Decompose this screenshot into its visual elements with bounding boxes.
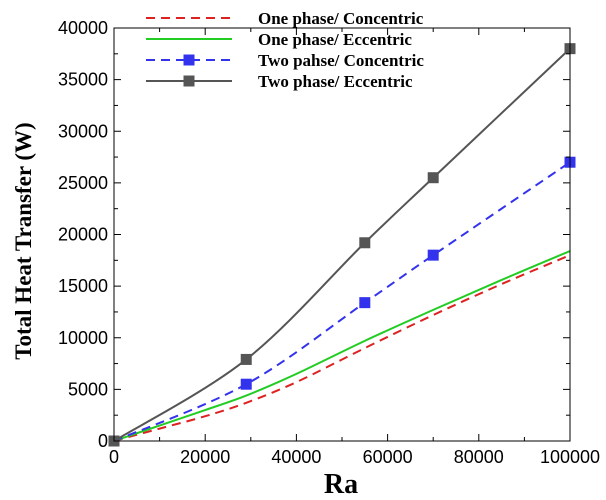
legend-label-3: Two pahse/ Concentric	[258, 51, 424, 70]
x-tick-label: 40000	[271, 447, 321, 467]
plot-lines	[108, 43, 576, 447]
legend-label-2: One phase/ Eccentric	[258, 30, 412, 49]
y-tick-label: 40000	[58, 18, 108, 38]
y-tick-label: 15000	[58, 276, 108, 296]
series-3-point	[427, 249, 439, 261]
x-axis-title: Ra	[324, 469, 358, 500]
series-4-point	[359, 237, 371, 249]
legend-marker-3	[183, 54, 195, 66]
x-tick-label: 80000	[454, 447, 504, 467]
x-tick-label: 20000	[180, 447, 230, 467]
y-tick-label: 20000	[58, 225, 108, 245]
series-line-3	[113, 161, 571, 442]
legend-label-4: Two phase/ Eccentric	[258, 72, 413, 91]
series-3-point	[359, 297, 371, 309]
y-axis-title: Total Heat Transfer (W)	[11, 122, 36, 359]
y-tick-label: 25000	[58, 173, 108, 193]
y-tick-label: 30000	[58, 121, 108, 141]
series-3-point	[240, 378, 252, 390]
y-tick-label: 35000	[58, 70, 108, 90]
x-tick-label: 0	[109, 447, 119, 467]
series-4-point	[427, 172, 439, 184]
series-line-4	[113, 47, 571, 442]
y-tick-label: 10000	[58, 328, 108, 348]
x-tick-label: 60000	[363, 447, 413, 467]
series-line-1	[113, 254, 571, 442]
x-tick-label: 100000	[540, 447, 600, 467]
legend-marker-4	[183, 75, 195, 87]
series-4-point	[240, 353, 252, 365]
y-tick-label: 5000	[68, 379, 108, 399]
legend: One phase/ Concentric One phase/ Eccentri…	[146, 9, 424, 91]
legend-label-1: One phase/ Concentric	[258, 9, 424, 28]
series-line-2	[113, 250, 571, 442]
axes: 0 20000 40000 60000 80000 100000 0 5000 10000 150…	[58, 18, 600, 467]
y-tick-label: 0	[98, 431, 108, 451]
